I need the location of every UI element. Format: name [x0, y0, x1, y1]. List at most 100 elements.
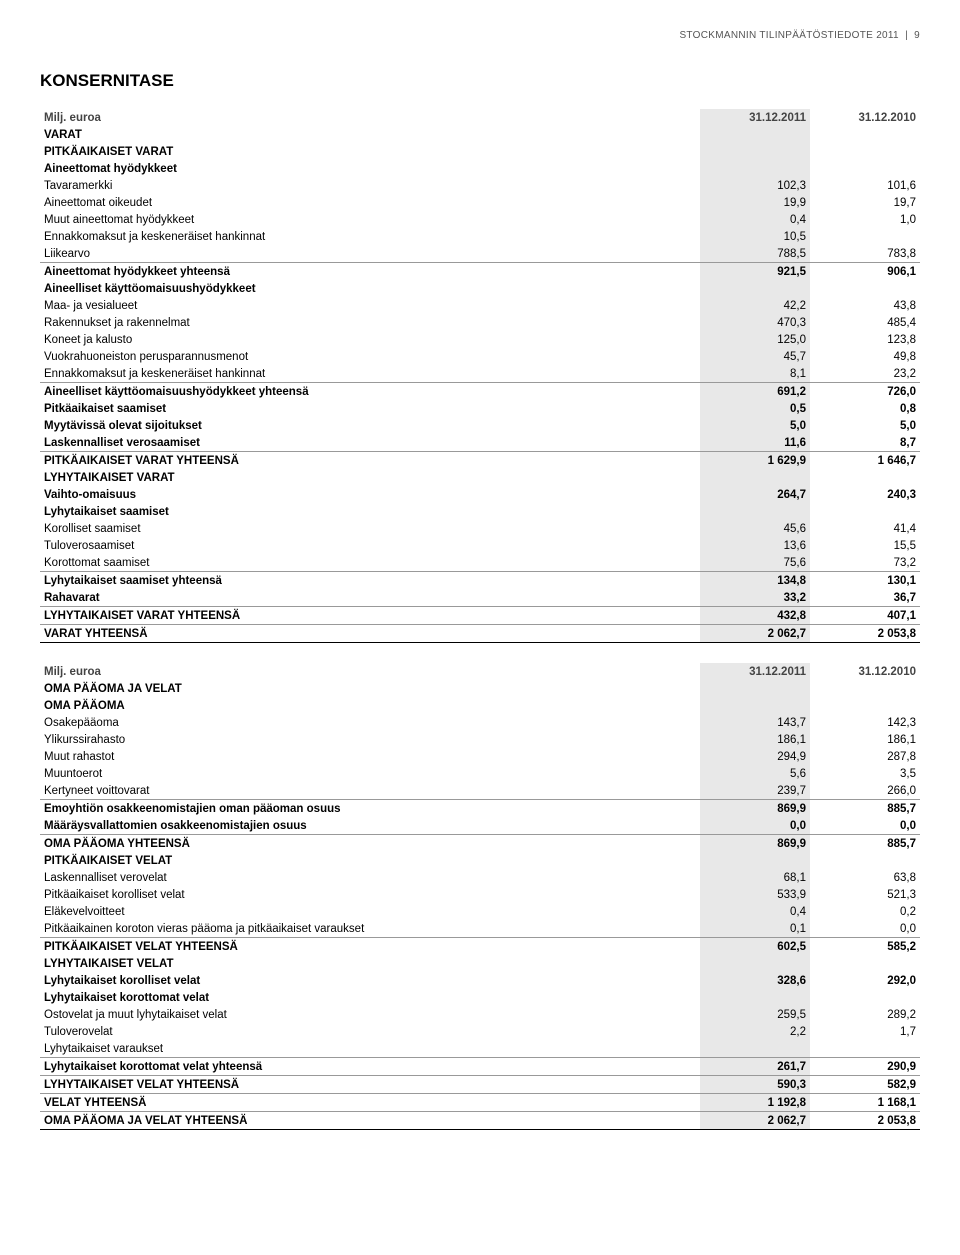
- row-label: Vaihto-omaisuus: [40, 486, 700, 503]
- table-row: Eläkevelvoitteet0,40,2: [40, 903, 920, 920]
- table-row: Rakennukset ja rakennelmat470,3485,4: [40, 314, 920, 331]
- row-value: 0,1: [700, 920, 810, 938]
- row-value: 1 629,9: [700, 452, 810, 470]
- row-value: 5,0: [700, 417, 810, 434]
- row-value: 49,8: [810, 348, 920, 365]
- row-value: [700, 955, 810, 972]
- row-label: Lyhytaikaiset saamiset: [40, 503, 700, 520]
- table-row: Laskennalliset verosaamiset11,68,7: [40, 434, 920, 452]
- table-header-row: Milj. euroa31.12.201131.12.2010: [40, 663, 920, 680]
- row-label: OMA PÄÄOMA JA VELAT: [40, 680, 700, 697]
- row-label: Eläkevelvoitteet: [40, 903, 700, 920]
- row-value: 328,6: [700, 972, 810, 989]
- row-label: Emoyhtiön osakkeenomistajien oman pääoma…: [40, 800, 700, 818]
- row-value: [700, 1040, 810, 1058]
- row-label: Korottomat saamiset: [40, 554, 700, 572]
- row-label: OMA PÄÄOMA: [40, 697, 700, 714]
- row-label: Pitkäaikaiset korolliset velat: [40, 886, 700, 903]
- table-row: Tuloverovelat2,21,7: [40, 1023, 920, 1040]
- row-value: 259,5: [700, 1006, 810, 1023]
- table-row: Korolliset saamiset45,641,4: [40, 520, 920, 537]
- row-value: [700, 503, 810, 520]
- table-row: Kertyneet voittovarat239,7266,0: [40, 782, 920, 800]
- row-value: 15,5: [810, 537, 920, 554]
- row-value: 290,9: [810, 1058, 920, 1076]
- table-row: Maa- ja vesialueet42,243,8: [40, 297, 920, 314]
- row-value: [700, 280, 810, 297]
- table-row: Tuloverosaamiset13,615,5: [40, 537, 920, 554]
- row-label: Aineettomat oikeudet: [40, 194, 700, 211]
- table-row: VELAT YHTEENSÄ1 192,81 168,1: [40, 1094, 920, 1112]
- row-value: [700, 852, 810, 869]
- row-label: Ylikurssirahasto: [40, 731, 700, 748]
- row-value: 1,7: [810, 1023, 920, 1040]
- row-label: Muut rahastot: [40, 748, 700, 765]
- row-label: Rakennukset ja rakennelmat: [40, 314, 700, 331]
- row-label: Määräysvallattomien osakkeenomistajien o…: [40, 817, 700, 835]
- row-value: 75,6: [700, 554, 810, 572]
- row-label: Muuntoerot: [40, 765, 700, 782]
- row-value: 102,3: [700, 177, 810, 194]
- row-label: PITKÄAIKAISET VELAT YHTEENSÄ: [40, 938, 700, 956]
- row-label: Aineelliset käyttöomaisuushyödykkeet: [40, 280, 700, 297]
- table-row: Lyhytaikaiset korottomat velat: [40, 989, 920, 1006]
- row-label: Lyhytaikaiset saamiset yhteensä: [40, 572, 700, 590]
- row-value: 142,3: [810, 714, 920, 731]
- row-value: [700, 469, 810, 486]
- row-value: [810, 852, 920, 869]
- row-value: 407,1: [810, 607, 920, 625]
- table-row: Korottomat saamiset75,673,2: [40, 554, 920, 572]
- header-text: STOCKMANNIN TILINPÄÄTÖSTIEDOTE 2011: [679, 30, 898, 41]
- row-value: 125,0: [700, 331, 810, 348]
- row-label: OMA PÄÄOMA JA VELAT YHTEENSÄ: [40, 1112, 700, 1130]
- table-row: Vaihto-omaisuus264,7240,3: [40, 486, 920, 503]
- row-value: 36,7: [810, 589, 920, 607]
- table-row: Lyhytaikaiset korottomat velat yhteensä2…: [40, 1058, 920, 1076]
- table-header-cell: 31.12.2011: [700, 663, 810, 680]
- table-row: OMA PÄÄOMA JA VELAT YHTEENSÄ2 062,72 053…: [40, 1112, 920, 1130]
- row-label: Myytävissä olevat sijoitukset: [40, 417, 700, 434]
- table-row: Ennakkomaksut ja keskeneräiset hankinnat…: [40, 365, 920, 383]
- row-value: [810, 126, 920, 143]
- row-value: 101,6: [810, 177, 920, 194]
- table-header-cell: 31.12.2010: [810, 663, 920, 680]
- table-row: Ylikurssirahasto186,1186,1: [40, 731, 920, 748]
- row-value: [810, 503, 920, 520]
- table-row: Pitkäaikaiset korolliset velat533,9521,3: [40, 886, 920, 903]
- table-row: PITKÄAIKAISET VELAT YHTEENSÄ602,5585,2: [40, 938, 920, 956]
- row-label: LYHYTAIKAISET VELAT YHTEENSÄ: [40, 1076, 700, 1094]
- table-row: Laskennalliset verovelat68,163,8: [40, 869, 920, 886]
- table-header-cell: 31.12.2011: [700, 109, 810, 126]
- table-row: Aineelliset käyttöomaisuushyödykkeet yht…: [40, 383, 920, 401]
- row-value: 2 062,7: [700, 1112, 810, 1130]
- row-value: 432,8: [700, 607, 810, 625]
- row-value: 0,5: [700, 400, 810, 417]
- row-value: 11,6: [700, 434, 810, 452]
- row-value: [810, 989, 920, 1006]
- row-label: Tuloverosaamiset: [40, 537, 700, 554]
- table-row: Vuokrahuoneiston perusparannusmenot45,74…: [40, 348, 920, 365]
- row-value: 691,2: [700, 383, 810, 401]
- row-value: [810, 955, 920, 972]
- row-value: 33,2: [700, 589, 810, 607]
- row-label: Osakepääoma: [40, 714, 700, 731]
- row-value: 10,5: [700, 228, 810, 245]
- row-value: 921,5: [700, 263, 810, 281]
- row-label: LYHYTAIKAISET VARAT YHTEENSÄ: [40, 607, 700, 625]
- row-value: 8,1: [700, 365, 810, 383]
- row-value: [810, 1040, 920, 1058]
- row-value: 294,9: [700, 748, 810, 765]
- row-label: PITKÄAIKAISET VARAT YHTEENSÄ: [40, 452, 700, 470]
- row-value: 1 646,7: [810, 452, 920, 470]
- row-value: 485,4: [810, 314, 920, 331]
- row-value: 885,7: [810, 835, 920, 853]
- row-value: 906,1: [810, 263, 920, 281]
- row-value: 45,6: [700, 520, 810, 537]
- row-value: 869,9: [700, 800, 810, 818]
- row-value: 885,7: [810, 800, 920, 818]
- row-value: 13,6: [700, 537, 810, 554]
- table-row: Aineettomat hyödykkeet yhteensä921,5906,…: [40, 263, 920, 281]
- row-label: Liikearvo: [40, 245, 700, 263]
- row-value: [810, 143, 920, 160]
- row-label: Vuokrahuoneiston perusparannusmenot: [40, 348, 700, 365]
